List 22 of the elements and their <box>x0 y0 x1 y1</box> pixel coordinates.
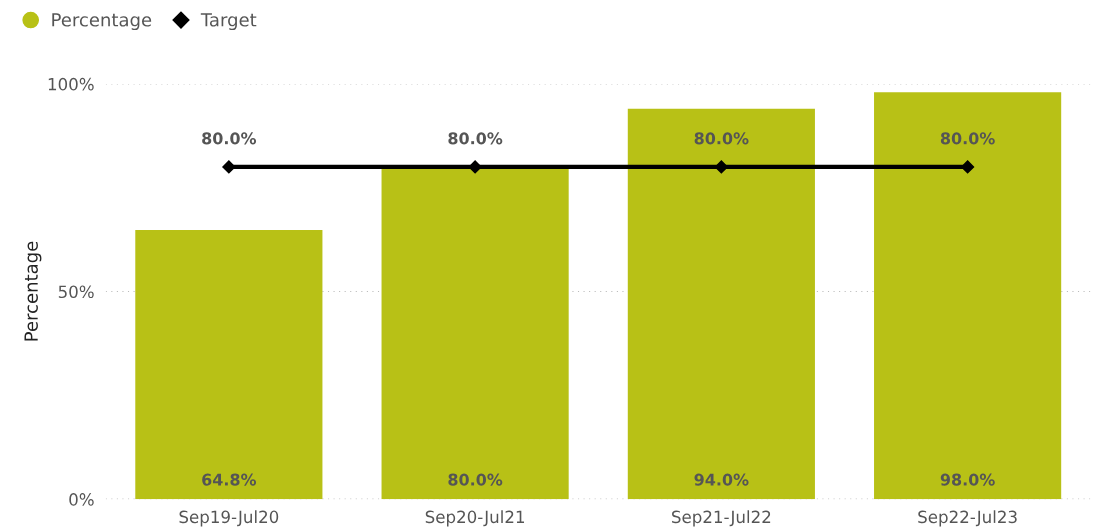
legend-label: Target <box>200 13 257 31</box>
data-label: 64.8% <box>202 473 257 486</box>
data-label: 80.0% <box>448 473 503 486</box>
x-tick-label: Sep22-Jul23 <box>918 510 1017 527</box>
bar <box>874 92 1062 500</box>
y-tick-label: 100% <box>48 77 94 91</box>
data-label: 80.0% <box>448 132 503 145</box>
bar <box>627 108 815 500</box>
legend-label: Percentage <box>52 13 152 31</box>
data-label: 80.0% <box>202 132 257 145</box>
bar <box>381 166 569 500</box>
y-tick-label: 0% <box>69 493 94 506</box>
y-tick-label: 50% <box>58 285 94 299</box>
data-label: 80.0% <box>940 132 995 145</box>
x-tick-label: Sep21-Jul22 <box>672 510 771 527</box>
y-axis-title: Percentage <box>24 241 42 341</box>
data-label: 98.0% <box>940 473 995 486</box>
data-label: 80.0% <box>694 132 749 145</box>
x-tick-label: Sep20-Jul21 <box>425 510 525 527</box>
data-label: 94.0% <box>694 473 749 486</box>
bar <box>135 230 323 500</box>
x-tick-label: Sep19-Jul20 <box>179 510 279 527</box>
